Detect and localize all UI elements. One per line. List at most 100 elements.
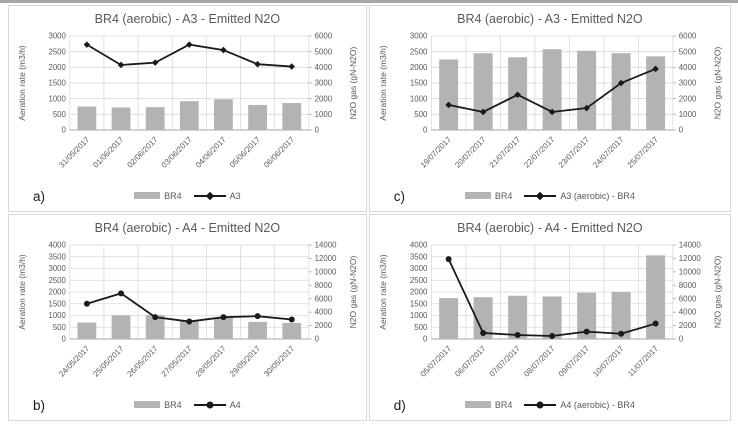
bar-swatch	[134, 401, 161, 408]
svg-text:22/07/2017: 22/07/2017	[522, 135, 557, 170]
svg-text:5000: 5000	[678, 47, 696, 56]
svg-text:N2O gas (gN-N2O): N2O gas (gN-N2O)	[348, 255, 358, 328]
svg-text:3000: 3000	[315, 79, 333, 88]
legend-item-bar: BR4	[464, 190, 513, 201]
chart-title: BR4 (aerobic) - A4 - Emitted N2O	[457, 221, 643, 235]
legend-row: c) BR4 A3 (aerobic) - BR4	[374, 182, 726, 209]
svg-text:19/07/2017: 19/07/2017	[418, 135, 453, 170]
legend-row: a) BR4 A3	[13, 182, 362, 209]
legend-row: d) BR4 A4 (aerobic) - BR4	[374, 391, 726, 418]
svg-text:01/06/2017: 01/06/2017	[91, 135, 125, 170]
svg-text:0: 0	[62, 335, 67, 344]
svg-text:05/07/2017: 05/07/2017	[418, 344, 453, 379]
svg-text:4000: 4000	[678, 308, 696, 317]
chart-panel-b: BR4 (aerobic) - A4 - Emitted N2O 0 500 100…	[8, 214, 367, 421]
svg-text:09/07/2017: 09/07/2017	[556, 344, 591, 379]
svg-text:500: 500	[414, 323, 428, 332]
chart-plot-a: 0 500 1000 1500 2000 2500 3000 0 1000 2000 3000 400…	[17, 32, 358, 170]
chart-plot-d: 0 500 1000 1500 2000 2500 3000 3500 4000 0 2000 400…	[378, 241, 722, 379]
svg-text:1000: 1000	[410, 311, 428, 320]
svg-text:1500: 1500	[410, 299, 428, 308]
svg-text:1000: 1000	[48, 94, 66, 103]
legend-bar-label: BR4	[164, 399, 182, 410]
panel-letter: b)	[33, 398, 46, 413]
legend-item-line: A3	[193, 191, 241, 201]
svg-text:500: 500	[414, 110, 428, 119]
svg-text:500: 500	[53, 323, 67, 332]
svg-text:6000: 6000	[678, 294, 696, 303]
panel-letter: d)	[393, 398, 406, 413]
svg-text:4000: 4000	[315, 308, 333, 317]
svg-text:3000: 3000	[48, 264, 66, 273]
legend-item-bar: BR4	[134, 191, 182, 201]
svg-text:2500: 2500	[410, 47, 428, 56]
svg-text:Aeration rate (m3/h): Aeration rate (m3/h)	[17, 254, 27, 330]
svg-text:4000: 4000	[48, 241, 66, 250]
svg-text:28/05/2017: 28/05/2017	[194, 344, 228, 379]
svg-text:21/07/2017: 21/07/2017	[487, 135, 522, 170]
svg-text:1000: 1000	[678, 110, 696, 119]
svg-text:2000: 2000	[678, 94, 696, 103]
svg-text:3000: 3000	[48, 32, 66, 41]
svg-text:4000: 4000	[678, 63, 696, 72]
legend-bar-label: BR4	[164, 190, 182, 201]
top-border-strip	[0, 0, 738, 3]
svg-text:12000: 12000	[315, 254, 337, 263]
svg-text:6000: 6000	[678, 32, 696, 41]
chart-panel-a: BR4 (aerobic) - A3 - Emitted N2O 0 500 100…	[8, 5, 367, 212]
line-swatch	[524, 400, 557, 409]
chart-plot-b: 0 500 1000 1500 2000 2500 3000 3500 4000 0 2000 400…	[17, 241, 358, 379]
svg-text:3000: 3000	[410, 32, 428, 41]
svg-text:26/05/2017: 26/05/2017	[126, 344, 160, 379]
chart-plot-c: 0 500 1000 1500 2000 2500 3000 0 1000 2000 3000 400…	[378, 32, 722, 170]
svg-text:3000: 3000	[410, 264, 428, 273]
svg-text:24/07/2017: 24/07/2017	[591, 135, 626, 170]
svg-text:Aeration rate (m3/h): Aeration rate (m3/h)	[378, 254, 388, 330]
legend-item-line: A4 (aerobic) - BR4	[524, 400, 635, 410]
svg-text:2000: 2000	[315, 94, 333, 103]
svg-text:3500: 3500	[410, 252, 428, 261]
svg-text:14000: 14000	[678, 241, 701, 250]
svg-text:12000: 12000	[678, 254, 701, 263]
svg-text:10000: 10000	[678, 267, 701, 276]
svg-text:N2O gas (gN-N2O): N2O gas (gN-N2O)	[348, 46, 358, 119]
legend-bar-label: BR4	[494, 399, 513, 410]
svg-text:4000: 4000	[315, 63, 333, 72]
svg-text:14000: 14000	[315, 241, 337, 250]
svg-text:Aeration rate (m3/h): Aeration rate (m3/h)	[17, 45, 27, 121]
svg-text:2500: 2500	[410, 276, 428, 285]
svg-text:2000: 2000	[410, 63, 428, 72]
svg-text:2500: 2500	[48, 47, 66, 56]
bar-swatch	[464, 401, 491, 408]
svg-text:N2O gas (gN-N2O): N2O gas (gN-N2O)	[712, 256, 722, 329]
legend-line-label: A3 (aerobic) - BR4	[560, 190, 635, 201]
panel-letter: c)	[393, 189, 405, 204]
legend-bar-label: BR4	[494, 190, 513, 201]
svg-text:0: 0	[678, 335, 683, 344]
svg-text:1500: 1500	[48, 299, 66, 308]
svg-text:1000: 1000	[410, 94, 428, 103]
chart-panel-d: BR4 (aerobic) - A4 - Emitted N2O 0 500 100…	[368, 214, 731, 421]
svg-text:25/07/2017: 25/07/2017	[625, 135, 660, 170]
svg-text:04/06/2017: 04/06/2017	[194, 135, 228, 170]
line-swatch	[193, 191, 226, 200]
svg-text:3000: 3000	[678, 79, 696, 88]
svg-text:2000: 2000	[315, 321, 333, 330]
svg-text:2000: 2000	[678, 321, 696, 330]
chart-panel-c: BR4 (aerobic) - A3 - Emitted N2O 0 500 100…	[368, 5, 731, 212]
svg-text:10/07/2017: 10/07/2017	[591, 344, 626, 379]
legend-item-bar: BR4	[464, 399, 513, 410]
svg-text:10000: 10000	[315, 267, 337, 276]
svg-text:8000: 8000	[678, 281, 696, 290]
line-swatch	[524, 191, 557, 200]
svg-text:06/07/2017: 06/07/2017	[453, 344, 488, 379]
legend-row: b) BR4 A4	[13, 391, 362, 418]
svg-text:1000: 1000	[315, 110, 333, 119]
svg-text:31/05/2017: 31/05/2017	[57, 135, 91, 170]
svg-text:6000: 6000	[315, 294, 333, 303]
svg-text:1500: 1500	[410, 79, 428, 88]
svg-text:0: 0	[315, 126, 320, 135]
legend-item-line: A4	[193, 400, 241, 410]
svg-text:3500: 3500	[48, 252, 66, 261]
legend-line-label: A4 (aerobic) - BR4	[560, 399, 635, 410]
